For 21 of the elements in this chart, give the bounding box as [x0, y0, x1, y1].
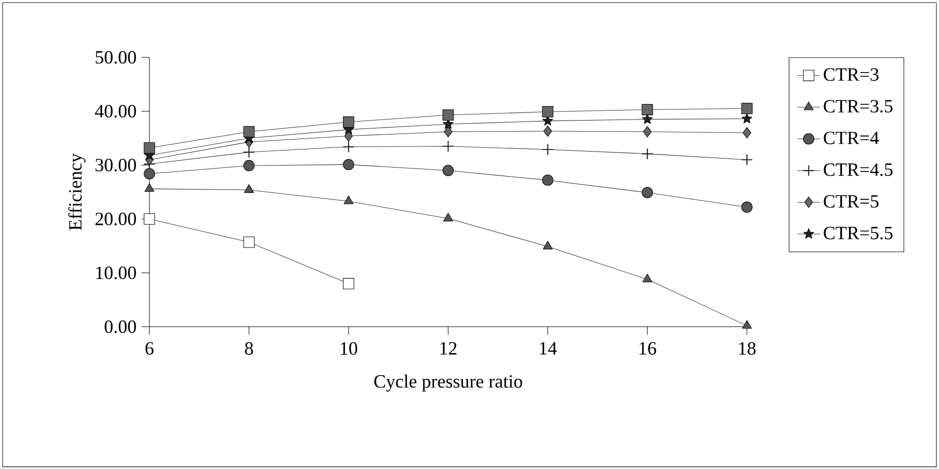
x-tick-label: 10	[340, 342, 358, 355]
y-tick-label: 30.00	[96, 158, 136, 172]
legend-label: CTR=4	[824, 131, 879, 144]
y-axis-title: Efficiency	[68, 153, 86, 230]
x-tick-label: 6	[146, 342, 154, 354]
legend-label: CTR=3	[824, 68, 878, 81]
y-tick-label: 10.00	[96, 266, 136, 279]
legend-label: CTR=3.5	[824, 100, 892, 112]
y-tick-label: 20.00	[95, 212, 136, 226]
y-tick-label: 40.00	[95, 104, 136, 118]
x-tick-label: 16	[640, 342, 656, 354]
legend-label: CTR=5	[824, 194, 878, 208]
y-tick-label: 50.00	[96, 50, 136, 64]
legend-label: CTR=5.5	[824, 226, 892, 240]
x-tick-label: 12	[440, 342, 456, 354]
x-tick-label: 8	[245, 342, 253, 355]
x-axis-title: Cycle pressure ratio	[374, 374, 522, 392]
y-tick-label: 0.00	[104, 320, 136, 333]
x-tick-label: 14	[540, 342, 557, 354]
x-tick-label: 18	[739, 342, 756, 355]
legend-label: CTR=4.5	[824, 163, 892, 176]
